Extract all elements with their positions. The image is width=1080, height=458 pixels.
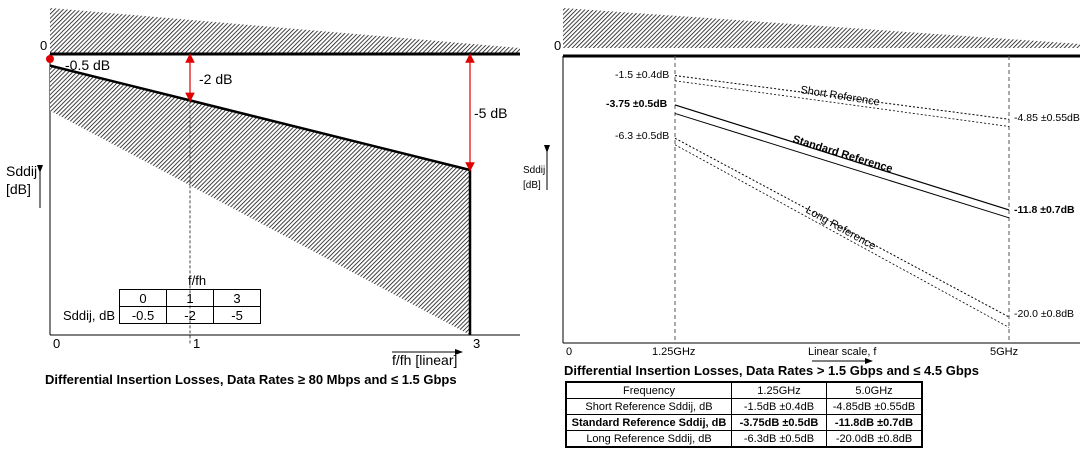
left-x-label: f/fh [linear] [392,352,457,368]
left-table-cell: -5 [213,306,262,324]
left-y-label-1: Sddij [6,163,37,179]
left-table-cell: -0.5 [119,306,168,324]
left-x-tick: 3 [473,336,480,351]
right-table-cell: -4.85dB ±0.55dB [826,398,923,415]
left-table-col-header: 3 [213,289,262,307]
right-series-left-label: -3.75 ±0.5dB [606,98,668,110]
left-x-tick: 0 [53,336,60,351]
right-table-col-header: Frequency [565,381,732,399]
right-top-hatch [563,8,1080,48]
right-table-cell: -11.8dB ±0.7dB [826,414,923,431]
right-series-name-label: Short Reference [800,84,881,108]
right-tolerance-line [674,112,1010,219]
right-table-col-header: 5.0GHz [826,381,923,399]
left-point-0 [46,55,54,63]
right-tolerance-line [674,80,1010,127]
left-table-corner [60,290,120,307]
left-annotation-0: -0.5 dB [65,57,110,73]
right-series-left-label: -1.5 ±0.4dB [615,69,669,81]
right-series-right-label: -11.8 ±0.7dB [1014,204,1075,216]
right-x-tick: 0 [566,346,572,358]
right-y-label-2: [dB] [523,180,541,191]
left-chart-layer: -0.5 dB-2 dB-5 dB0 1 3 [46,53,507,351]
left-y-zero-label: 0 [40,38,47,53]
left-table-col-header: 1 [166,289,215,307]
left-table-cell: -2 [166,306,215,324]
right-x-label: Linear scale, f [808,346,877,358]
right-table-row: Short Reference Sddij, dB -1.5dB ±0.4dB -4… [565,398,923,415]
left-table-col-header: 0 [119,289,168,307]
right-y-label-1: Sddij [523,165,545,176]
right-table-cell: -20.0dB ±0.8dB [826,430,923,448]
right-series-line [674,137,1010,318]
right-chart-layer: -1.5 ±0.4dB -4.85 ±0.55dB Short Reference -… [566,56,1080,358]
left-y-label-2: [dB] [6,181,31,197]
right-table-cell: Standard Reference Sddij, dB [565,414,732,431]
right-x-tick: 5GHz [990,346,1018,358]
right-table-col-header: 1.25GHz [731,381,827,399]
left-chart-title: Differential Insertion Losses, Data Rate… [45,372,457,387]
right-tolerance-line [674,144,1010,328]
right-x-tick: 1.25GHz [652,346,695,358]
left-table-header-label: f/fh [188,273,207,288]
left-hatch-region [50,65,470,335]
left-top-hatch [50,8,520,54]
left-annotation-2: -5 dB [474,105,507,121]
right-series-name-label: Long Reference [804,204,878,252]
right-y-zero-label: 0 [554,38,561,53]
right-table-row: Standard Reference Sddij, dB -3.75dB ±0.5… [565,414,923,431]
left-x-tick: 1 [193,336,200,351]
right-table-cell: Short Reference Sddij, dB [565,398,732,415]
right-series-line [674,75,1010,120]
right-series-line [674,104,1010,211]
left-annotation-1: -2 dB [199,71,232,87]
right-series-right-label: -4.85 ±0.55dB [1014,112,1080,124]
right-table-cell: Long Reference Sddij, dB [565,430,732,448]
right-table-header-row: Frequency 1.25GHz 5.0GHz [565,381,923,399]
right-series-left-label: -6.3 ±0.5dB [615,130,669,142]
right-table-cell: -3.75dB ±0.5dB [731,414,827,431]
left-table-value-row: Sddij, dB -0.5 -2 -5 [60,306,262,324]
left-data-table: 0 1 3 Sddij, dB -0.5 -2 -5 [60,289,262,324]
right-table-cell: -6.3dB ±0.5dB [731,430,827,448]
right-table-cell: -1.5dB ±0.4dB [731,398,827,415]
right-table-row: Long Reference Sddij, dB -6.3dB ±0.5dB -20… [565,430,923,448]
right-chart-title: Differential Insertion Losses, Data Rate… [564,363,979,378]
left-table-row-label: Sddij, dB [63,307,116,323]
right-series-right-label: -20.0 ±0.8dB [1014,308,1074,320]
right-data-table: Frequency 1.25GHz 5.0GHz Short Reference Sd… [565,381,923,448]
